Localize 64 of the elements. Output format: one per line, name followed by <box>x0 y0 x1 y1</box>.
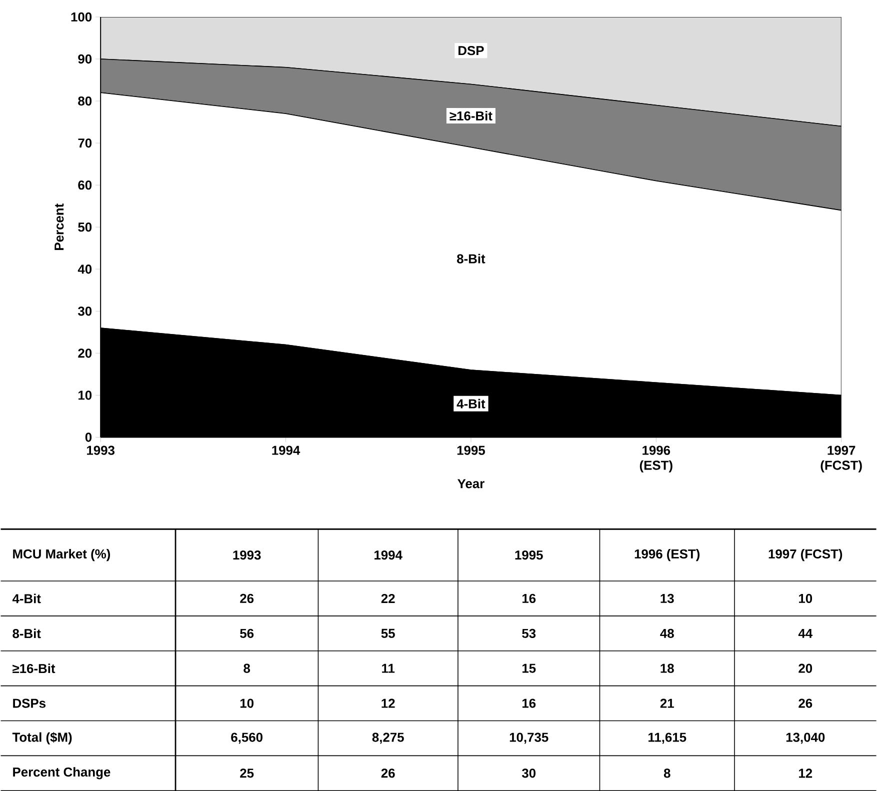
y-axis-title: Percent <box>54 203 64 250</box>
data-label: 26 <box>240 594 254 603</box>
data-label: 15 <box>522 664 536 673</box>
text: Total ($M) <box>12 732 72 744</box>
category-label: 1995 <box>515 550 543 560</box>
text: 4-Bit <box>12 594 41 604</box>
data-label: 6,560 <box>231 732 262 744</box>
data-label: 20 <box>798 664 812 673</box>
data-label: 8,275 <box>372 732 404 744</box>
data-label: 26 <box>381 768 395 778</box>
data-label: 8 <box>244 664 250 673</box>
data-label: 12 <box>799 768 812 778</box>
y-tick-label: 10 <box>78 390 92 400</box>
data-label: 10,735 <box>510 732 548 744</box>
data-label: 12 <box>382 698 395 708</box>
data-label: 13,040 <box>786 732 825 744</box>
data-label: 55 <box>381 628 395 638</box>
data-label: 10 <box>799 594 812 603</box>
y-tick-label: 40 <box>78 264 92 274</box>
text: MCU Market (%) <box>13 548 110 561</box>
data-label: 10 <box>240 698 254 708</box>
data-label: 11,615 <box>648 732 686 744</box>
data-label: 16 <box>522 698 536 708</box>
x-tick-label: 1995 <box>457 446 485 455</box>
data-label: 21 <box>660 698 674 708</box>
series-label: DSP <box>458 46 484 55</box>
text: Percent Change <box>13 766 110 780</box>
category-label: 1997 (FCST) <box>768 548 842 561</box>
y-tick-label: 100 <box>71 12 92 22</box>
text: 8-Bit <box>12 628 41 638</box>
data-label: 56 <box>240 628 254 638</box>
category-label: 1996 (EST) <box>634 548 700 561</box>
y-tick-label: 30 <box>78 306 92 316</box>
data-label: 30 <box>522 768 536 778</box>
data-label: 22 <box>381 594 395 603</box>
series-label: 8-Bit <box>456 254 486 264</box>
category-label: 1993 <box>233 550 261 560</box>
data-label: 18 <box>660 664 674 673</box>
category-label: 1994 <box>374 550 402 560</box>
x-tick-label: 1993 <box>87 446 114 455</box>
data-label: 16 <box>522 594 536 603</box>
x-tick-label: 1997 (FCST) <box>820 446 862 472</box>
text: ≥16-Bit <box>12 663 56 673</box>
data-label: 13 <box>660 594 674 603</box>
y-tick-label: 0 <box>85 432 92 442</box>
y-tick-label: 70 <box>78 138 92 148</box>
data-label: 8 <box>664 768 670 778</box>
data-label: 48 <box>660 628 674 638</box>
series-label: ≥16-Bit <box>450 110 492 120</box>
data-label: 25 <box>240 768 254 778</box>
data-label: 26 <box>798 698 812 708</box>
y-tick-label: 60 <box>78 180 92 190</box>
x-tick-label: 1996 (EST) <box>640 446 672 472</box>
y-tick-label: 80 <box>78 96 92 106</box>
x-tick-label: 1994 <box>272 446 300 455</box>
y-tick-label: 90 <box>78 54 92 64</box>
y-tick-label: 50 <box>78 222 92 232</box>
series-label: 4-Bit <box>456 398 486 408</box>
x-axis-title: Year <box>458 479 484 488</box>
data-label: 11 <box>382 664 395 673</box>
text: DSPs <box>13 698 46 708</box>
y-tick-label: 20 <box>78 348 92 358</box>
data-label: 53 <box>522 628 536 638</box>
data-label: 44 <box>798 628 813 638</box>
